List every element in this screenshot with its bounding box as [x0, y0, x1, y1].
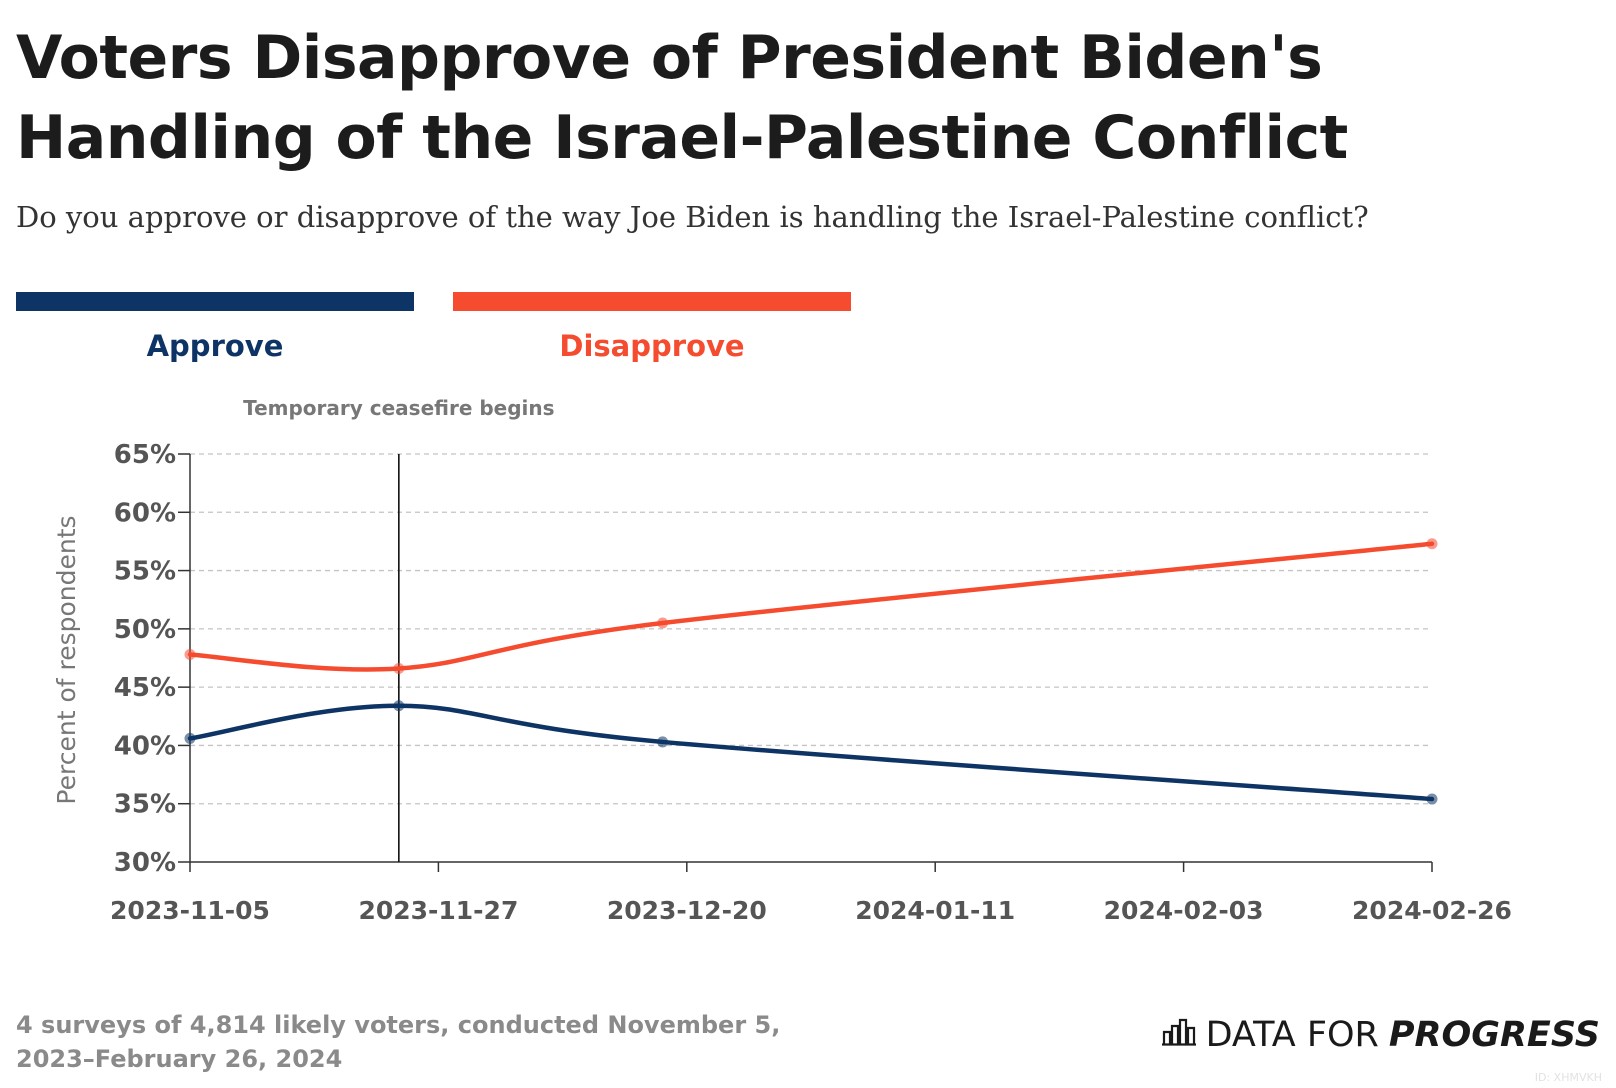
- x-tick-label: 2023-11-27: [358, 896, 518, 925]
- y-tick-label: 60%: [114, 498, 176, 528]
- legend-swatch-approve: [16, 292, 414, 311]
- brand-strong: PROGRESS: [1388, 1015, 1600, 1055]
- series-line-approve: [187, 703, 1435, 802]
- legend-item-disapprove: Disapprove: [453, 292, 851, 363]
- x-tick-label: 2024-02-26: [1352, 896, 1512, 925]
- y-tick-label: 55%: [114, 557, 176, 587]
- y-tick-label: 50%: [114, 615, 176, 645]
- y-tick-label: 30%: [114, 848, 176, 878]
- legend-item-approve: Approve: [16, 292, 414, 363]
- chart-subtitle: Do you approve or disapprove of the way …: [16, 200, 1369, 234]
- ceasefire-annotation-label: Temporary ceasefire begins: [243, 396, 554, 420]
- series-line-disapprove: [187, 541, 1435, 672]
- y-tick-label: 40%: [114, 731, 176, 761]
- footnote: 4 surveys of 4,814 likely voters, conduc…: [16, 1011, 781, 1073]
- legend-swatch-disapprove: [453, 292, 851, 311]
- data-point-disapprove: [657, 617, 669, 629]
- y-tick-label: 65%: [114, 440, 176, 470]
- data-point-approve: [657, 736, 669, 748]
- legend-label-disapprove: Disapprove: [559, 329, 745, 363]
- chart-title: Voters Disapprove of President Biden's H…: [16, 23, 1348, 173]
- legend-label-approve: Approve: [146, 329, 284, 363]
- data-point-disapprove: [184, 649, 196, 661]
- bar-chart-logo-icon: [1161, 1015, 1196, 1055]
- data-point-approve: [184, 732, 196, 744]
- x-tick-label: 2023-12-20: [607, 896, 767, 925]
- data-point-approve: [393, 700, 405, 712]
- y-tick-label: 45%: [114, 673, 176, 703]
- line-chart: 30% 35% 40% 45% 50% 55% 60% 65% 2023-11-05 2023-1…: [52, 396, 1512, 925]
- brand-logo: DATA FOR PROGRESS: [1161, 1015, 1600, 1055]
- data-point-disapprove: [1426, 538, 1438, 550]
- data-point-disapprove: [393, 662, 405, 674]
- x-tick-label: 2024-02-03: [1104, 896, 1264, 925]
- x-tick-label: 2024-01-11: [855, 896, 1015, 925]
- brand-prefix: DATA FOR: [1205, 1015, 1379, 1055]
- y-axis-label: Percent of respondents: [52, 515, 81, 804]
- x-tick-label: 2023-11-05: [110, 896, 270, 925]
- y-tick-label: 35%: [114, 790, 176, 820]
- data-point-approve: [1426, 793, 1438, 805]
- image-id: ID: XHMVKH: [1534, 1071, 1602, 1084]
